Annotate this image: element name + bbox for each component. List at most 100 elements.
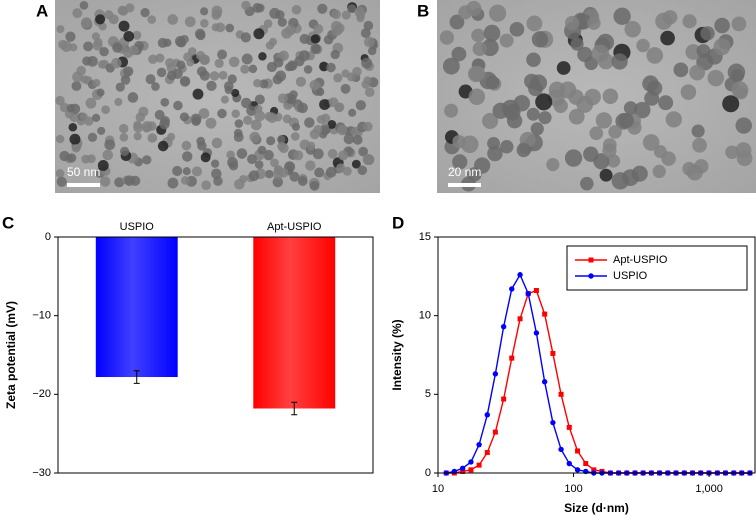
particle <box>330 49 340 60</box>
particle <box>535 93 553 111</box>
marker <box>533 287 539 293</box>
scale-bar-label: 20 nm <box>448 165 481 179</box>
particle <box>254 94 265 105</box>
particle <box>469 65 486 82</box>
particle <box>363 121 373 132</box>
particle <box>127 92 139 103</box>
particle <box>132 30 142 40</box>
particle <box>65 31 76 42</box>
particle <box>95 14 106 25</box>
particle <box>99 46 109 57</box>
particle <box>564 15 580 31</box>
particle <box>273 57 284 68</box>
particle <box>241 53 253 65</box>
particle <box>211 23 220 32</box>
particle <box>270 158 279 168</box>
particle <box>312 148 324 160</box>
particle <box>123 66 134 77</box>
particle <box>357 165 368 176</box>
particle <box>319 99 331 110</box>
particle <box>211 168 222 180</box>
particle <box>682 161 697 176</box>
particle <box>118 20 130 32</box>
particle <box>340 83 351 94</box>
marker <box>484 450 490 456</box>
particle <box>327 149 338 159</box>
particle <box>361 57 373 69</box>
particle <box>165 58 175 68</box>
particle <box>174 35 186 47</box>
particle <box>298 50 310 62</box>
particle <box>449 14 465 30</box>
particle <box>331 25 343 37</box>
particle <box>531 31 549 48</box>
particle <box>352 66 362 77</box>
particle <box>618 112 634 129</box>
particle <box>504 104 521 121</box>
marker <box>459 465 466 471</box>
panel-label: B <box>417 1 429 20</box>
particle <box>725 145 739 159</box>
marker <box>575 448 581 454</box>
particle <box>278 167 289 178</box>
particle <box>255 3 265 13</box>
particle <box>253 28 265 40</box>
particles <box>55 0 753 192</box>
particle <box>145 74 156 85</box>
particle <box>147 15 157 24</box>
particle <box>328 97 339 108</box>
marker <box>558 391 564 397</box>
particle <box>243 115 253 125</box>
particle <box>124 175 135 186</box>
particle <box>360 28 371 39</box>
y-tick-label: −20 <box>32 388 51 400</box>
particle <box>213 176 223 186</box>
particle <box>364 36 375 48</box>
particle <box>682 14 697 29</box>
particle <box>317 3 328 14</box>
particle <box>104 10 114 20</box>
particle <box>120 146 130 156</box>
particle <box>194 28 206 40</box>
particle <box>516 142 531 158</box>
x-tick-label: 10 <box>432 483 444 495</box>
particle <box>119 132 129 142</box>
marker <box>566 460 572 467</box>
particle <box>206 80 217 91</box>
particle <box>314 167 325 178</box>
marker <box>476 441 482 448</box>
marker <box>501 396 507 402</box>
particle <box>305 160 316 171</box>
y-tick-label: −10 <box>32 310 51 322</box>
particle <box>444 103 459 118</box>
marker <box>517 272 523 278</box>
particle <box>291 122 300 131</box>
legend-box <box>566 245 748 291</box>
particle <box>220 95 229 104</box>
particle <box>147 133 158 143</box>
particle <box>472 41 487 56</box>
particle <box>297 102 308 114</box>
plot-frame <box>57 236 374 474</box>
panel-label: C <box>2 213 14 232</box>
particle <box>591 44 610 62</box>
particle <box>487 145 503 162</box>
particle <box>439 30 455 45</box>
particle <box>341 10 351 20</box>
marker <box>574 467 581 473</box>
particle <box>246 154 257 165</box>
particle <box>79 112 88 121</box>
particle <box>197 141 207 151</box>
particle <box>309 79 320 91</box>
particle <box>367 46 377 56</box>
particle <box>509 22 525 37</box>
y-tick-label: 15 <box>419 231 431 243</box>
particle <box>167 177 179 189</box>
particle <box>613 7 631 25</box>
particle <box>352 134 363 145</box>
marker <box>583 461 589 467</box>
particle <box>114 177 125 188</box>
particle <box>293 150 304 161</box>
particle <box>658 95 674 111</box>
particle <box>146 121 157 131</box>
